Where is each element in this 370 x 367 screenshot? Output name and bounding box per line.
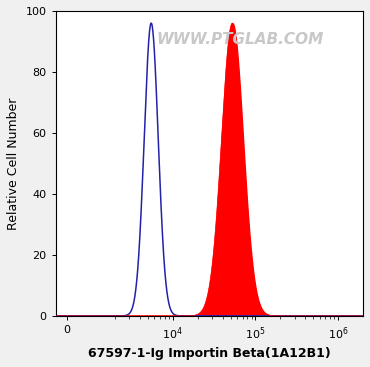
Y-axis label: Relative Cell Number: Relative Cell Number	[7, 97, 20, 230]
Text: WWW.PTGLAB.COM: WWW.PTGLAB.COM	[157, 32, 324, 47]
X-axis label: 67597-1-Ig Importin Beta(1A12B1): 67597-1-Ig Importin Beta(1A12B1)	[88, 347, 331, 360]
